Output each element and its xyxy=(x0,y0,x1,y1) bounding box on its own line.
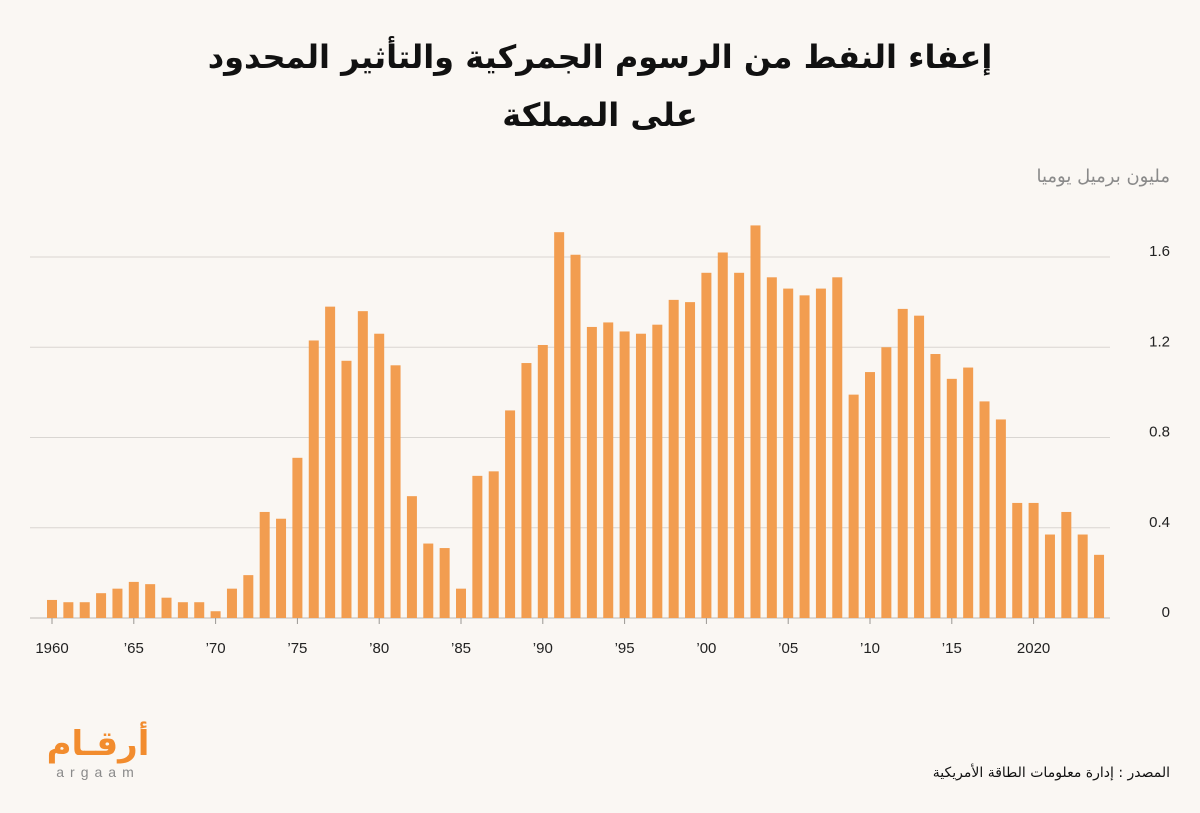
bar-1992 xyxy=(570,254,581,618)
bar-2007 xyxy=(815,288,826,618)
bar-1995 xyxy=(619,331,630,618)
bar-1961 xyxy=(63,602,74,618)
y-tick-label: 0.8 xyxy=(1149,424,1170,441)
bar-1994 xyxy=(603,322,614,618)
bar-2019 xyxy=(1012,502,1023,618)
bar-2012 xyxy=(897,308,908,618)
logo-arabic-text: أرقـام xyxy=(46,724,150,764)
bar-1986 xyxy=(472,475,483,618)
bar-2002 xyxy=(734,272,745,618)
bar-1996 xyxy=(635,333,646,618)
bar-1973 xyxy=(259,511,270,618)
argaam-logo: أرقـام argaam xyxy=(28,724,168,786)
y-tick-label: 0 xyxy=(1162,604,1170,621)
bar-1970 xyxy=(210,611,221,618)
bar-1965 xyxy=(128,581,139,618)
x-tick-label: ’95 xyxy=(615,640,635,657)
bar-1962 xyxy=(79,602,90,618)
x-tick-label: ’90 xyxy=(533,640,553,657)
bar-1971 xyxy=(226,588,237,618)
bar-2011 xyxy=(881,347,892,618)
bar-1975 xyxy=(292,457,303,618)
x-tick-label: ’05 xyxy=(778,640,798,657)
bar-2004 xyxy=(766,277,777,618)
bar-2008 xyxy=(832,277,843,618)
y-tick-label: 0.4 xyxy=(1149,514,1170,531)
bar-1978 xyxy=(341,360,352,618)
chart-title: إعفاء النفط من الرسوم الجمركية والتأثير … xyxy=(0,28,1200,144)
bar-1983 xyxy=(423,543,434,618)
x-tick-label: ’80 xyxy=(369,640,389,657)
bar-2023 xyxy=(1077,534,1088,618)
bar-2020 xyxy=(1028,502,1039,618)
bar-1960 xyxy=(47,599,57,618)
bar-1993 xyxy=(586,326,597,618)
bar-1984 xyxy=(439,548,450,618)
bar-2010 xyxy=(865,372,875,618)
bar-1987 xyxy=(488,471,499,618)
bar-2014 xyxy=(930,354,941,618)
x-tick-label: ’75 xyxy=(287,640,307,657)
bar-1964 xyxy=(112,588,123,618)
bar-1981 xyxy=(390,365,401,618)
bar-1974 xyxy=(276,518,287,618)
x-tick-label: ’10 xyxy=(860,640,880,657)
x-tick-label: ’70 xyxy=(206,640,226,657)
title-line-2: على المملكة xyxy=(502,96,698,134)
x-tick-label: ’65 xyxy=(124,640,144,657)
bar-2001 xyxy=(717,252,728,619)
x-tick-label: ’00 xyxy=(696,640,716,657)
y-tick-label: 1.2 xyxy=(1149,333,1170,350)
bar-1980 xyxy=(374,333,385,618)
bar-1989 xyxy=(521,363,532,618)
bar-2017 xyxy=(979,401,990,618)
x-tick-label: ’15 xyxy=(942,640,962,657)
bar-1972 xyxy=(243,575,254,618)
bar-1985 xyxy=(456,588,466,618)
bar-2013 xyxy=(914,315,925,618)
logo-latin-text: argaam xyxy=(56,764,140,780)
bar-1976 xyxy=(308,340,319,618)
bar-1997 xyxy=(652,324,663,618)
bar-1967 xyxy=(161,597,172,618)
bar-2016 xyxy=(963,367,974,618)
bar-2006 xyxy=(799,295,810,618)
bar-2024 xyxy=(1094,554,1105,618)
bar-2003 xyxy=(750,225,761,618)
bar-2018 xyxy=(995,419,1006,618)
bar-1982 xyxy=(406,496,417,618)
bar-1990 xyxy=(537,344,548,618)
x-tick-label: 1960 xyxy=(35,640,68,657)
bar-2022 xyxy=(1061,511,1072,618)
bar-2000 xyxy=(701,272,712,618)
bar-2015 xyxy=(946,378,957,618)
y-tick-label: 1.6 xyxy=(1149,243,1170,260)
bar-1991 xyxy=(554,232,565,618)
y-axis-unit-label: مليون برميل يوميا xyxy=(1036,166,1170,187)
bar-1979 xyxy=(357,311,368,618)
x-tick-label: 2020 xyxy=(1017,640,1050,657)
bar-1977 xyxy=(325,306,336,618)
bar-2009 xyxy=(848,394,859,618)
x-tick-label: ’85 xyxy=(451,640,471,657)
title-line-1: إعفاء النفط من الرسوم الجمركية والتأثير … xyxy=(207,38,993,76)
bar-2021 xyxy=(1044,534,1055,618)
bar-1963 xyxy=(96,593,107,618)
bar-2005 xyxy=(783,288,794,618)
bar-1968 xyxy=(177,602,188,618)
bar-1998 xyxy=(668,299,679,618)
source-note: المصدر : إدارة معلومات الطاقة الأمريكية xyxy=(932,765,1170,781)
bar-1988 xyxy=(505,410,516,618)
bar-1999 xyxy=(685,302,696,618)
bar-1969 xyxy=(194,602,205,618)
bar-1966 xyxy=(145,584,156,618)
